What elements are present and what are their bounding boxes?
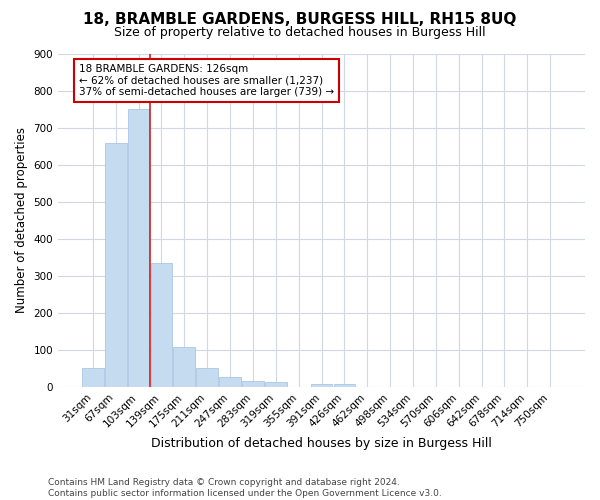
Bar	[128, 110, 149, 387]
X-axis label: Distribution of detached houses by size in Burgess Hill: Distribution of detached houses by size …	[151, 437, 492, 450]
Y-axis label: Number of detached properties: Number of detached properties	[15, 128, 28, 314]
Bar	[82, 368, 104, 387]
Bar	[265, 382, 287, 387]
Bar	[242, 380, 264, 387]
Bar	[219, 377, 241, 387]
Text: 18 BRAMBLE GARDENS: 126sqm
← 62% of detached houses are smaller (1,237)
37% of s: 18 BRAMBLE GARDENS: 126sqm ← 62% of deta…	[79, 64, 334, 97]
Bar	[311, 384, 332, 387]
Text: Size of property relative to detached houses in Burgess Hill: Size of property relative to detached ho…	[114, 26, 486, 39]
Bar	[105, 143, 127, 387]
Text: 18, BRAMBLE GARDENS, BURGESS HILL, RH15 8UQ: 18, BRAMBLE GARDENS, BURGESS HILL, RH15 …	[83, 12, 517, 28]
Bar	[196, 368, 218, 387]
Text: Contains HM Land Registry data © Crown copyright and database right 2024.
Contai: Contains HM Land Registry data © Crown c…	[48, 478, 442, 498]
Bar	[334, 384, 355, 387]
Bar	[151, 263, 172, 387]
Bar	[173, 347, 195, 387]
